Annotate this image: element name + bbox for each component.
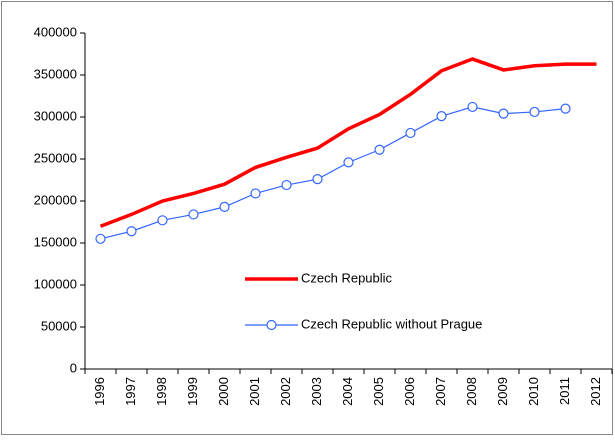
y-tick-label: 0 (70, 360, 77, 375)
x-tick-label: 2001 (247, 377, 262, 406)
x-tick-label: 2002 (278, 377, 293, 406)
x-tick-label: 2006 (402, 377, 417, 406)
point-marker (157, 215, 168, 226)
y-tick-label: 350000 (34, 66, 77, 81)
x-tick-label: 2011 (557, 377, 572, 405)
y-tick-label: 250000 (34, 150, 77, 165)
legend-label: Czech Republic without Prague (301, 316, 482, 331)
point-marker (343, 157, 354, 168)
point-marker (560, 103, 571, 114)
y-tick-label: 200000 (34, 192, 77, 207)
point-marker (405, 127, 416, 139)
series-line (100, 106, 566, 240)
x-tick-label: 2007 (433, 377, 448, 406)
chart-frame (1, 1, 613, 435)
point-marker (126, 226, 137, 237)
point-marker (250, 188, 261, 199)
x-tick-label: 2005 (371, 377, 386, 406)
point-marker (219, 201, 230, 212)
series-line (99, 57, 597, 228)
y-tick-label: 300000 (34, 108, 77, 123)
x-tick-label: 2012 (588, 377, 603, 406)
point-marker (436, 111, 447, 122)
point-marker (467, 101, 478, 113)
y-tick-label: 100000 (34, 276, 77, 291)
x-tick-label: 2000 (216, 377, 231, 406)
point-marker (312, 174, 323, 185)
x-tick-label: 2008 (464, 377, 479, 406)
x-tick-label: 2003 (309, 377, 324, 406)
x-tick-label: 1999 (185, 377, 200, 406)
point-marker (529, 106, 540, 118)
y-tick-label: 50000 (41, 318, 77, 333)
y-tick-label: 400000 (34, 24, 77, 39)
point-marker (95, 233, 106, 244)
legend-marker (266, 319, 277, 331)
legend-label: Czech Republic (301, 270, 393, 285)
x-tick-label: 2009 (495, 377, 510, 406)
x-tick-label: 1997 (123, 377, 138, 406)
x-tick-label: 2004 (340, 377, 355, 406)
point-marker (498, 108, 509, 119)
x-tick-label: 1996 (92, 377, 107, 406)
point-marker (188, 209, 199, 220)
x-tick-label: 1998 (154, 377, 169, 406)
x-tick-label: 2010 (526, 377, 541, 406)
y-tick-label: 150000 (34, 234, 77, 249)
point-marker (374, 144, 385, 155)
point-marker (281, 179, 292, 191)
